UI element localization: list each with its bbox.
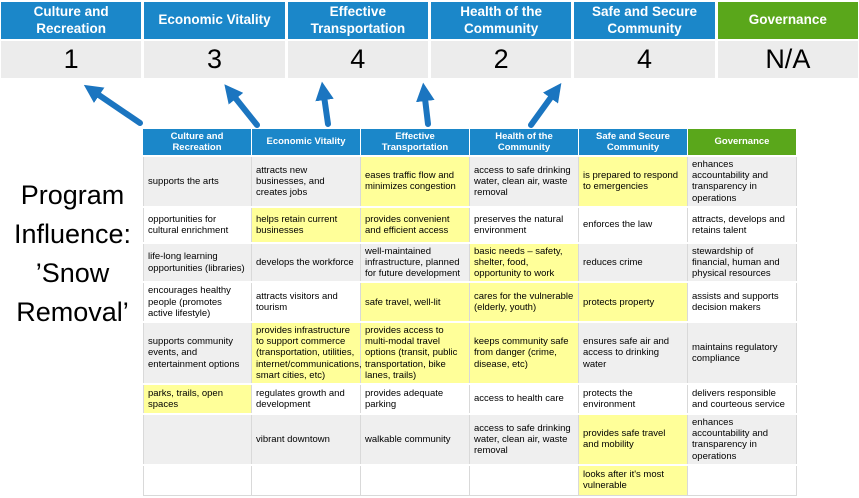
matrix-cell: safe travel, well-lit [361,283,470,322]
matrix-cell: supports the arts [143,157,252,206]
matrix-cell: provides safe travel and mobility [579,415,688,464]
influence-arrow-3 [315,81,334,127]
priority-header-culture-and-recreation: Culture and Recreation [1,2,142,39]
matrix-cell: enforces the law [579,207,688,242]
priority-header-governance: Governance [717,2,858,39]
matrix-cell: vibrant downtown [252,415,361,464]
priority-header-health-of-the-community: Health of the Community [430,2,572,39]
matrix-cell: well-maintained infrastructure, planned … [361,243,470,282]
matrix-cell: regulates growth and development [252,385,361,414]
matrix-cell: protects the environment [579,385,688,414]
matrix-header-effective-transportation: Effective Transportation [361,129,470,155]
program-influence-label-line: Program [20,180,125,210]
matrix-header-safe-and-secure-community: Safe and Secure Community [579,129,688,155]
matrix-cell: parks, trails, open spaces [143,385,252,414]
matrix-cell: supports community events, and entertain… [143,323,252,384]
matrix-cell: looks after it's most vulnerable [579,465,688,496]
matrix-cell: enhances accountability and transparency… [688,415,797,464]
influence-arrow-2 [224,84,260,128]
program-influence-label-line: Removal’ [16,297,129,328]
matrix-cell: stewardship of financial, human and phys… [688,243,797,282]
matrix-cell: delivers responsible and courteous servi… [688,385,797,414]
influence-arrows-graphic [83,81,562,128]
priority-header-safe-and-secure-community: Safe and Secure Community [574,2,715,39]
matrix-cell: provides convenient and efficient access [361,207,470,242]
table-row: supports community events, and entertain… [143,323,797,384]
matrix-header-governance: Governance [688,129,797,155]
matrix-cell: encourages healthy people (promotes acti… [143,283,252,322]
matrix-cell [361,465,470,496]
matrix-cell: access to safe drinking water, clean air… [470,415,579,464]
matrix-cell: develops the workforce [252,243,361,282]
priority-score-safe-and-secure-community: 4 [574,41,715,78]
program-influence-label: Program Influence: ’Snow Removal’ [0,176,145,333]
table-row: opportunities for cultural enrichment he… [143,207,797,242]
matrix-cell: attracts, develops and retains talent [688,207,797,242]
matrix-cell: keeps community safe from danger (crime,… [470,323,579,384]
priority-score-governance: N/A [717,41,858,78]
table-row: encourages healthy people (promotes acti… [143,283,797,322]
priority-score-health-of-the-community: 2 [430,41,572,78]
matrix-cell: attracts new businesses, and creates job… [252,157,361,206]
influence-arrow-1 [83,84,143,126]
matrix-cell: attracts visitors and tourism [252,283,361,322]
program-influence-label-line: Influence: [13,219,132,250]
table-row: supports the arts attracts new businesse… [143,157,797,206]
table-row: life-long learning opportunities (librar… [143,243,797,282]
matrix-cell: ensures safe air and access to drinking … [579,323,688,384]
priority-score-effective-transportation: 4 [287,41,428,78]
matrix-cell: maintains regulatory compliance [688,323,797,384]
matrix-cell [143,465,252,496]
matrix-cell: walkable community [361,415,470,464]
matrix-cell [688,465,797,496]
matrix-cell [143,415,252,464]
priority-score-economic-vitality: 3 [144,41,285,78]
matrix-cell: protects property [579,283,688,322]
table-row: vibrant downtown walkable community acce… [143,415,797,464]
matrix-cell: cares for the vulnerable (elderly, youth… [470,283,579,322]
table-row: looks after it's most vulnerable [143,465,797,496]
program-influence-label-line: ’Snow [35,258,110,289]
priority-header-effective-transportation: Effective Transportation [287,2,428,39]
matrix-cell: life-long learning opportunities (librar… [143,243,252,282]
matrix-cell: opportunities for cultural enrichment [143,207,252,242]
matrix-cell: assists and supports decision makers [688,283,797,322]
matrix-header-culture-and-recreation: Culture and Recreation [143,129,252,155]
matrix-cell: preserves the natural environment [470,207,579,242]
priority-scoreboard: Culture and Recreation Economic Vitality… [1,2,858,78]
priority-score-culture-and-recreation: 1 [1,41,142,78]
matrix-header-economic-vitality: Economic Vitality [252,129,361,155]
priority-header-economic-vitality: Economic Vitality [144,2,285,39]
matrix-cell: reduces crime [579,243,688,282]
matrix-cell [470,465,579,496]
matrix-cell [252,465,361,496]
table-row: parks, trails, open spaces regulates gro… [143,385,797,414]
matrix-cell: helps retain current businesses [252,207,361,242]
matrix-cell: access to safe drinking water, clean air… [470,157,579,206]
matrix-header-health-of-the-community: Health of the Community [470,129,579,155]
matrix-header-row: Culture and Recreation Economic Vitality… [143,129,797,155]
matrix-cell: is prepared to respond to emergencies [579,157,688,206]
matrix-cell: access to health care [470,385,579,414]
influence-arrow-5 [528,82,562,128]
matrix-cell: provides infrastructure to support comme… [252,323,362,384]
matrix-cell: eases traffic flow and minimizes congest… [361,157,470,206]
matrix-cell: provides adequate parking [361,385,470,414]
matrix-cell: enhances accountability and transparency… [688,157,797,206]
priority-matrix-table: Culture and Recreation Economic Vitality… [143,127,797,498]
matrix-cell: basic needs – safety, shelter, food, opp… [470,243,579,282]
matrix-cell: provides access to multi-modal travel op… [361,323,470,384]
influence-arrow-4 [416,82,435,127]
